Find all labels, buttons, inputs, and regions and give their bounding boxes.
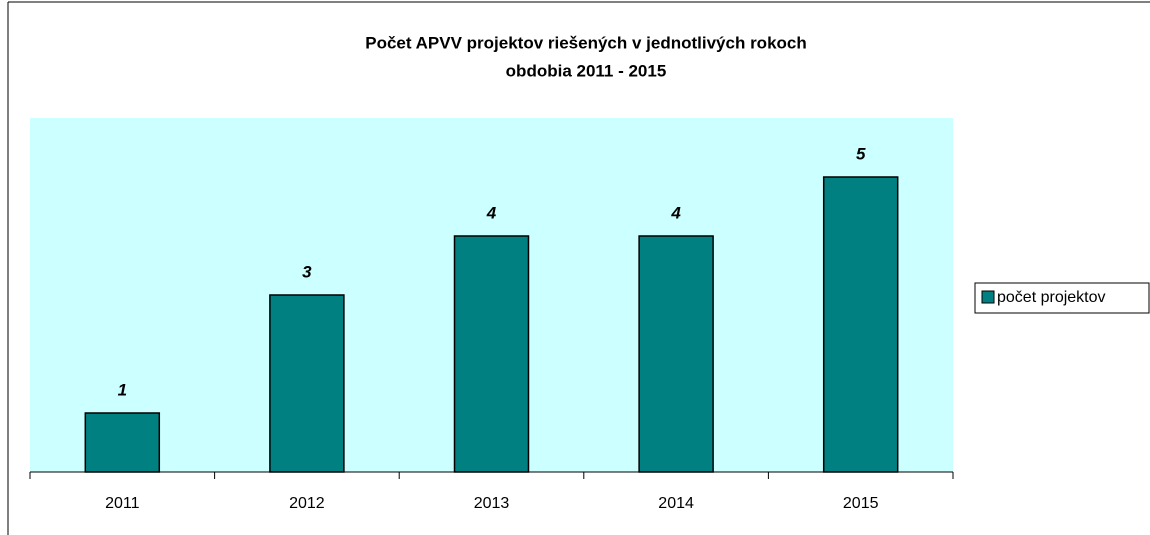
x-tick-label: 2014 [658,495,694,512]
legend-marker [981,290,995,304]
bar [84,412,161,473]
x-tick-label: 2011 [105,495,140,512]
value-label: 5 [856,144,866,163]
bar [453,235,530,473]
legend-box [974,282,1150,314]
bar [638,235,714,473]
value-label: 3 [302,262,312,281]
chart-title: Počet APVV projektov riešených v jednotl… [365,33,807,52]
value-label: 1 [118,380,127,399]
x-tick-label: 2015 [843,495,879,512]
chart-title: obdobia 2011 - 2015 [506,61,667,80]
x-tick-label: 2012 [289,495,325,512]
value-label: 4 [486,203,497,222]
x-tick-label: 2013 [474,495,510,512]
bar [269,294,345,473]
value-label: 4 [670,203,681,222]
legend-label: počet projektov [997,289,1106,306]
bar [822,176,899,473]
